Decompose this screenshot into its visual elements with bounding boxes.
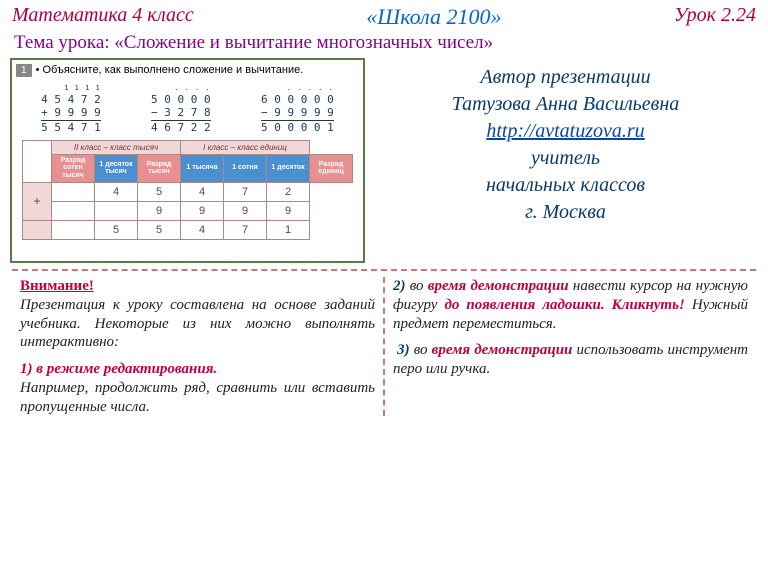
task-text: Объясните, как выполнено сложение и вычи… — [42, 64, 303, 76]
task-number: 1 — [16, 64, 32, 77]
note-p1: Презентация к уроку составлена на основе… — [20, 296, 375, 352]
textbook-figure: 1• Объясните, как выполнено сложение и в… — [10, 58, 365, 263]
calculations: 1 1 1 1 4 5 4 7 2 + 9 9 9 9 5 5 4 7 1 . … — [16, 80, 359, 134]
table-row: 5 5 4 7 1 — [23, 220, 353, 239]
author-title: Автор презентации — [373, 64, 758, 91]
topic: Тема урока: «Сложение и вычитание многоз… — [0, 30, 768, 58]
note-3: 3) во время демонстрации использовать ин… — [393, 341, 748, 379]
group-thousands: II класс – класс тысяч — [52, 140, 181, 154]
author-role: учитель — [373, 145, 758, 172]
notes: Внимание! Презентация к уроку составлена… — [12, 269, 756, 416]
table-row: 9 9 9 9 — [23, 201, 353, 220]
author-block: Автор презентации Татузова Анна Васильев… — [373, 58, 758, 263]
note-2: 2) во время демонстрации навести курсор … — [393, 277, 748, 333]
subject: Математика 4 класс — [12, 4, 194, 30]
notes-left: Внимание! Презентация к уроку составлена… — [12, 277, 385, 416]
col-h6: 1 десяток — [267, 154, 310, 182]
table-row: + 4 5 4 7 2 — [23, 182, 353, 201]
header: Математика 4 класс «Школа 2100» Урок 2.2… — [0, 0, 768, 30]
group-units: I класс – класс единиц — [181, 140, 310, 154]
col-h3: Разряд тысяч — [138, 154, 181, 182]
author-city: г. Москва — [373, 199, 758, 226]
col-h4: 1 тысяча — [181, 154, 224, 182]
lesson-num: Урок 2.24 — [674, 4, 756, 30]
attention: Внимание! — [20, 277, 375, 296]
col-h7: Разряд единиц — [310, 154, 353, 182]
author-dept: начальных классов — [373, 172, 758, 199]
author-name: Татузова Анна Васильевна — [373, 91, 758, 118]
calc-1: 1 1 1 1 4 5 4 7 2 + 9 9 9 9 5 5 4 7 1 — [41, 80, 101, 134]
col-h5: 1 сотня — [224, 154, 267, 182]
col-h1: Разряд сотен тысяч — [52, 154, 95, 182]
col-h2: 1 десяток тысяч — [95, 154, 138, 182]
calc-2: . . . . 5 0 0 0 0 − 3 2 7 8 4 6 7 2 2 — [151, 80, 211, 134]
program: «Школа 2100» — [366, 4, 501, 30]
note-1: 1) в режиме редактирования. — [20, 360, 375, 379]
task-title: 1• Объясните, как выполнено сложение и в… — [16, 64, 359, 76]
place-value-table: II класс – класс тысяч I класс – класс е… — [22, 140, 353, 240]
notes-right: 2) во время демонстрации навести курсор … — [385, 277, 756, 416]
author-link[interactable]: http://avtatuzova.ru — [486, 120, 644, 142]
slide: Математика 4 класс «Школа 2100» Урок 2.2… — [0, 0, 768, 576]
calc-3: . . . . . 6 0 0 0 0 0 − 9 9 9 9 9 5 0 0 … — [261, 80, 334, 134]
note-p1b: Например, продолжить ряд, сравнить или в… — [20, 379, 375, 417]
